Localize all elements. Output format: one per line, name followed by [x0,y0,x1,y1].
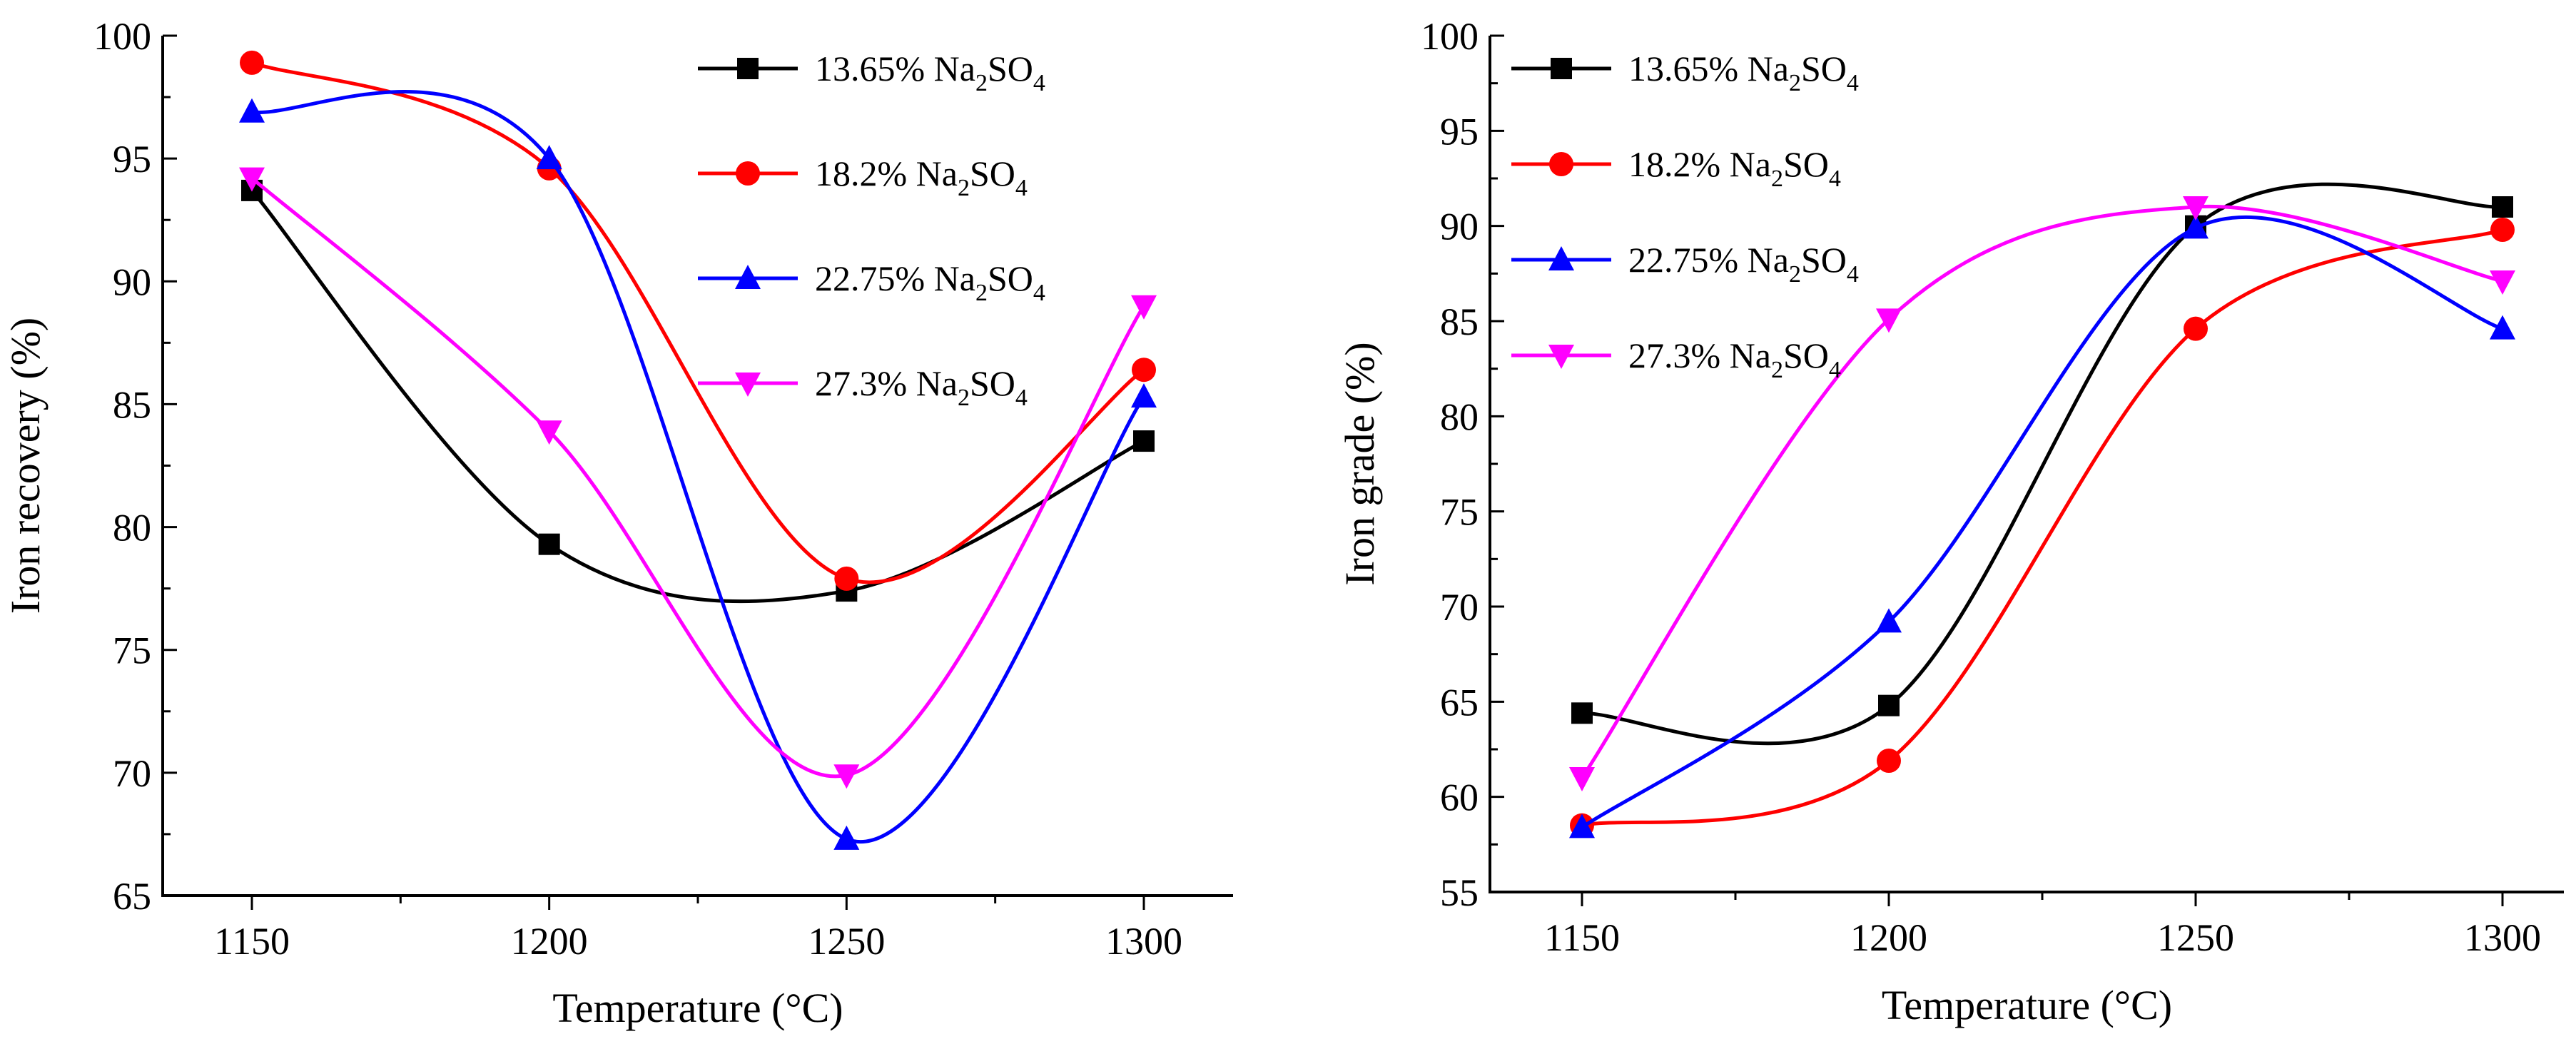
chart-panel-grade: 55 60 65 70 75 80 85 90 95 100 1150 1200 1250 1300 Tem… [1337,15,2564,1028]
data-point [536,145,562,170]
legend-marker [737,58,759,79]
series-line [250,61,1146,584]
x-tick-label: 1150 [1544,916,1620,959]
y-tick-label: 70 [1440,586,1479,629]
data-point [833,825,860,850]
data-point [239,98,265,123]
y-tick-label: 70 [113,752,151,795]
y-tick-label: 75 [1440,491,1479,534]
legend-label: 13.65% Na2SO4 [1628,49,1859,96]
legend-marker [736,161,760,186]
legend-label: 22.75% Na2SO4 [815,258,1045,306]
legend-marker [735,265,761,289]
data-point [2184,316,2208,341]
y-tick-label: 60 [1440,776,1479,819]
data-point [834,566,859,591]
x-tick-label: 1200 [511,920,588,963]
data-point [1876,608,1902,633]
y-tick-label: 100 [1421,15,1479,58]
series-line [250,176,1146,779]
y-tick-label: 80 [113,507,151,549]
y-tick-label: 85 [113,383,151,426]
data-point [1876,308,1902,333]
legend-label: 27.3% Na2SO4 [1628,335,1841,383]
y-tick-label: 90 [1440,206,1479,248]
data-point [1131,295,1157,320]
legend-label: 18.2% Na2SO4 [815,153,1028,201]
legend-marker [1549,152,1573,176]
y-axis-title: Iron recovery (%) [2,318,49,614]
data-point [1131,383,1157,408]
series-line [1580,228,2505,828]
x-tick-label: 1150 [214,920,290,963]
y-tick-label: 75 [113,629,151,672]
data-point [2183,196,2209,221]
data-point [833,764,860,789]
series-line [250,90,1146,843]
data-point [536,420,562,445]
x-tick-label: 1300 [1105,920,1182,963]
data-point [1569,814,1595,838]
data-point [2490,315,2515,340]
data-point [2183,214,2209,239]
legend-marker [735,373,761,397]
legend-marker [1548,246,1574,270]
legend-label: 27.3% Na2SO4 [815,363,1028,411]
series-line [250,188,1146,604]
y-tick-label: 55 [1440,871,1479,914]
y-tick-label: 100 [93,15,151,58]
y-axis-title: Iron grade (%) [1337,342,1383,585]
data-point [1571,702,1593,724]
x-axis-title: Temperature (°C) [1882,982,2172,1028]
data-point [1877,749,1901,773]
x-tick-label: 1300 [2464,916,2541,959]
data-point [1133,430,1155,452]
x-tick-label: 1200 [1850,916,1927,959]
data-point [2492,196,2513,218]
data-point [1132,358,1156,382]
legend-label: 18.2% Na2SO4 [1628,144,1841,192]
data-point [1569,767,1595,791]
series-line [1580,216,2505,829]
x-tick-label: 1250 [808,920,885,963]
y-tick-label: 95 [113,138,151,181]
legend-label: 13.65% Na2SO4 [815,49,1045,96]
series-line [1580,204,2505,780]
y-tick-label: 65 [1440,681,1479,724]
data-point [538,533,560,555]
data-point [2490,218,2515,242]
chart-panel-recovery: 65 70 75 80 85 90 95 100 1150 1200 1250 1300 Tempera… [2,15,1233,1031]
legend-marker [1548,345,1574,369]
data-point [2490,270,2515,295]
data-point [1878,694,1900,716]
data-point [240,50,264,75]
x-axis-title: Temperature (°C) [552,985,843,1031]
y-tick-label: 85 [1440,300,1479,343]
x-tick-label: 1250 [2157,916,2234,959]
data-point [239,167,265,192]
y-tick-label: 95 [1440,110,1479,153]
y-tick-label: 80 [1440,395,1479,438]
legend-marker [1551,58,1572,79]
legend-label: 22.75% Na2SO4 [1628,240,1859,288]
y-tick-label: 90 [113,260,151,303]
y-tick-label: 65 [113,875,151,918]
